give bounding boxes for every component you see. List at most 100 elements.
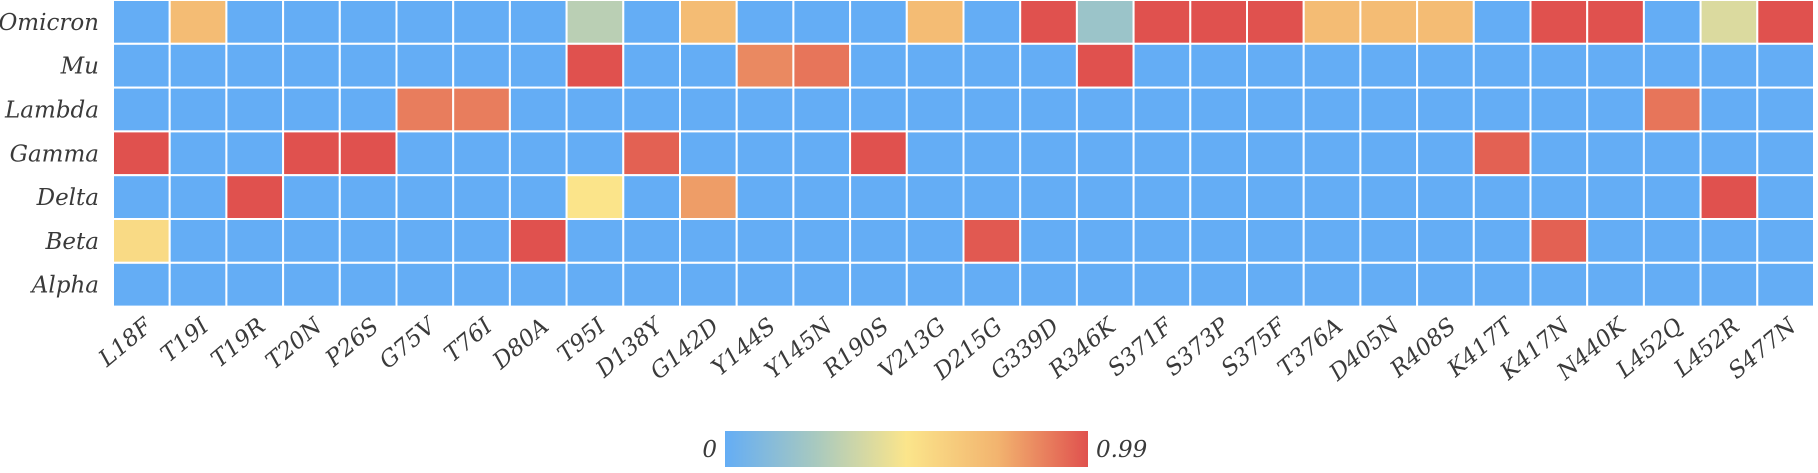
- heatmap-cell-delta-s375f: [1246, 174, 1305, 220]
- heatmap-cells: [112, 0, 1816, 308]
- heatmap-cell-omicron-k417t: [1472, 0, 1532, 45]
- heatmap-cell-omicron-t20n: [282, 0, 341, 45]
- y-label-lambda: Lambda: [4, 98, 99, 124]
- heatmap-cell-alpha-v213g: [905, 261, 965, 308]
- heatmap-cell-alpha-g339d: [1019, 261, 1078, 308]
- heatmap-cell-delta-k417t: [1472, 174, 1532, 220]
- heatmap-cell-alpha-t76i: [452, 261, 511, 308]
- heatmap-cell-delta-g75v: [395, 174, 455, 220]
- heatmap-cell-delta-p26s: [338, 174, 398, 220]
- heatmap-cell-gamma-y145n: [792, 130, 852, 177]
- heatmap-cell-alpha-p26s: [338, 261, 398, 308]
- heatmap-cell-lambda-y144s: [735, 86, 795, 133]
- heatmap-cell-gamma-t19r: [225, 130, 285, 177]
- heatmap-cell-gamma-s477n: [1756, 130, 1816, 177]
- heatmap-cell-lambda-d405n: [1359, 86, 1419, 133]
- heatmap-cell-mu-t76i: [452, 42, 511, 89]
- heatmap-cell-delta-s477n: [1756, 174, 1816, 220]
- x-label-t19r: T19R: [206, 313, 270, 373]
- x-label-t19i: T19I: [156, 313, 215, 368]
- heatmap-cell-alpha-l452q: [1642, 261, 1702, 308]
- heatmap-cell-omicron-d215g: [962, 0, 1022, 45]
- y-label-gamma: Gamma: [10, 141, 99, 167]
- heatmap-cell-alpha-d80a: [508, 261, 568, 308]
- heatmap-cell-delta-t19r: [225, 174, 285, 220]
- heatmap-cell-mu-s477n: [1756, 42, 1816, 89]
- heatmap-cell-omicron-s373p: [1189, 0, 1249, 45]
- heatmap-cell-mu-t19r: [225, 42, 285, 89]
- heatmap-cell-mu-d80a: [508, 42, 568, 89]
- y-label-mu: Mu: [60, 54, 99, 80]
- heatmap-cell-gamma-t376a: [1302, 130, 1362, 177]
- heatmap-cell-gamma-k417t: [1472, 130, 1532, 177]
- heatmap-cell-alpha-s371f: [1132, 261, 1192, 308]
- y-label-alpha: Alpha: [30, 273, 99, 299]
- heatmap-cell-gamma-g339d: [1019, 130, 1078, 177]
- heatmap-cell-delta-l18f: [112, 174, 171, 220]
- heatmap-cell-gamma-g75v: [395, 130, 455, 177]
- heatmap-cell-alpha-t19r: [225, 261, 285, 308]
- heatmap-cell-lambda-s371f: [1132, 86, 1192, 133]
- heatmap-cell-gamma-d215g: [962, 130, 1022, 177]
- heatmap-cell-alpha-d405n: [1359, 261, 1419, 308]
- heatmap-cell-delta-s373p: [1189, 174, 1249, 220]
- heatmap-cell-omicron-g142d: [679, 0, 738, 45]
- heatmap-cell-beta-s373p: [1189, 218, 1249, 264]
- heatmap-cell-mu-k417n: [1529, 42, 1589, 89]
- heatmap-cell-delta-t376a: [1302, 174, 1362, 220]
- heatmap-cell-delta-t19i: [168, 174, 228, 220]
- heatmap-cell-lambda-d215g: [962, 86, 1022, 133]
- heatmap-cell-beta-d80a: [508, 218, 568, 264]
- heatmap-cell-delta-y145n: [792, 174, 852, 220]
- heatmap-cell-lambda-r408s: [1416, 86, 1475, 133]
- heatmap-cell-mu-n440k: [1586, 42, 1645, 89]
- heatmap-cell-omicron-r408s: [1416, 0, 1475, 45]
- heatmap-cell-beta-l452q: [1642, 218, 1702, 264]
- heatmap-cell-omicron-g75v: [395, 0, 455, 45]
- heatmap-cell-beta-t76i: [452, 218, 511, 264]
- heatmap-cell-beta-s375f: [1246, 218, 1305, 264]
- heatmap-cell-gamma-s373p: [1189, 130, 1249, 177]
- heatmap-cell-lambda-l452q: [1642, 86, 1702, 133]
- heatmap-cell-alpha-y144s: [735, 261, 795, 308]
- heatmap-cell-delta-k417n: [1529, 174, 1589, 220]
- heatmap-cell-lambda-y145n: [792, 86, 852, 133]
- heatmap-cell-beta-y145n: [792, 218, 852, 264]
- heatmap-cell-alpha-r408s: [1416, 261, 1475, 308]
- heatmap-cell-beta-t376a: [1302, 218, 1362, 264]
- heatmap-cell-beta-r408s: [1416, 218, 1475, 264]
- heatmap-cell-gamma-v213g: [905, 130, 965, 177]
- heatmap-cell-alpha-l18f: [112, 261, 171, 308]
- y-label-omicron: Omicron: [0, 10, 99, 36]
- heatmap-cell-mu-s373p: [1189, 42, 1249, 89]
- heatmap-cell-beta-t19i: [168, 218, 228, 264]
- heatmap-cell-lambda-n440k: [1586, 86, 1645, 133]
- heatmap-cell-omicron-t19r: [225, 0, 285, 45]
- heatmap-cell-gamma-d405n: [1359, 130, 1419, 177]
- heatmap-cell-beta-t20n: [282, 218, 341, 264]
- heatmap-cell-lambda-t19i: [168, 86, 228, 133]
- heatmap-cell-gamma-t76i: [452, 130, 511, 177]
- heatmap-cell-omicron-d138y: [622, 0, 681, 45]
- heatmap-cell-delta-l452r: [1699, 174, 1759, 220]
- heatmap-cell-lambda-v213g: [905, 86, 965, 133]
- heatmap-cell-beta-k417n: [1529, 218, 1589, 264]
- heatmap-cell-delta-t95i: [565, 174, 625, 220]
- heatmap-cell-alpha-l452r: [1699, 261, 1759, 308]
- heatmap-cell-mu-l452r: [1699, 42, 1759, 89]
- heatmap-cell-gamma-s375f: [1246, 130, 1305, 177]
- heatmap-cell-delta-d215g: [962, 174, 1022, 220]
- heatmap-cell-omicron-t95i: [565, 0, 625, 45]
- heatmap-cell-mu-g75v: [395, 42, 455, 89]
- heatmap-cell-omicron-l452r: [1699, 0, 1759, 45]
- heatmap-cell-mu-r190s: [849, 42, 908, 89]
- heatmap-cell-lambda-p26s: [338, 86, 398, 133]
- heatmap-cell-alpha-t95i: [565, 261, 625, 308]
- heatmap-cell-omicron-l452q: [1642, 0, 1702, 45]
- heatmap-cell-lambda-t19r: [225, 86, 285, 133]
- heatmap-cell-gamma-s371f: [1132, 130, 1192, 177]
- heatmap-cell-mu-t376a: [1302, 42, 1362, 89]
- x-label-t76i: T76I: [440, 313, 499, 368]
- heatmap-cell-omicron-v213g: [905, 0, 965, 45]
- heatmap-cell-gamma-l452r: [1699, 130, 1759, 177]
